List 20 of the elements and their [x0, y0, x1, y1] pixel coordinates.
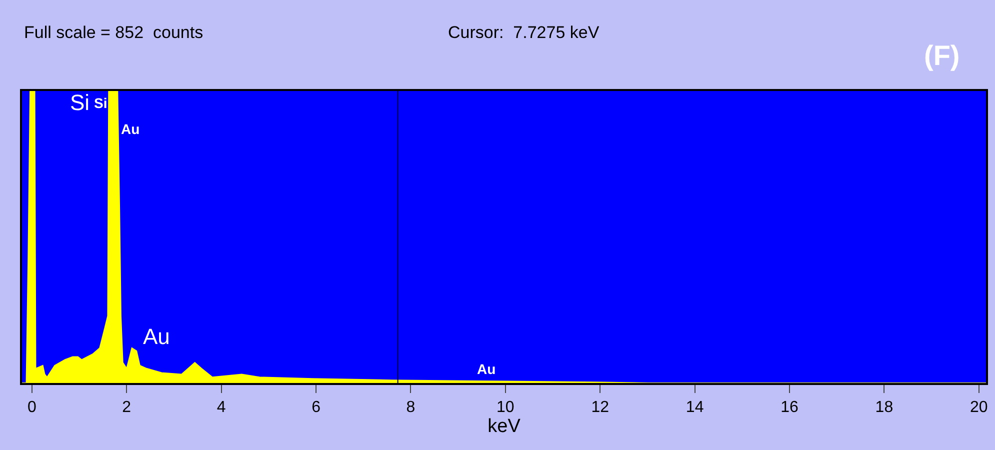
text: (F) — [924, 40, 960, 71]
x-tick-label: 0 — [27, 399, 36, 416]
x-tick-label: 4 — [216, 399, 226, 416]
annotation: Si — [70, 90, 90, 115]
x-tick-label: 18 — [875, 399, 894, 416]
x-tick-label: 6 — [312, 399, 321, 416]
annotation: Au — [121, 121, 140, 137]
x-tick-label: 16 — [780, 399, 799, 416]
x-tick-label: 10 — [496, 399, 514, 416]
annotation: Au — [143, 324, 170, 349]
annotation: Au — [477, 361, 496, 377]
x-tick-label: 20 — [970, 399, 988, 416]
x-tick-label: 14 — [686, 399, 704, 416]
x-axis-title: keV — [488, 416, 521, 438]
x-tick-label: 12 — [591, 399, 610, 416]
text: Full scale = 852 counts — [24, 23, 204, 42]
annotation: Si — [94, 95, 108, 111]
x-tick-label: 8 — [406, 399, 416, 416]
text: Cursor: 7.7275 keV — [448, 23, 600, 42]
x-tick-label: 2 — [122, 399, 132, 416]
